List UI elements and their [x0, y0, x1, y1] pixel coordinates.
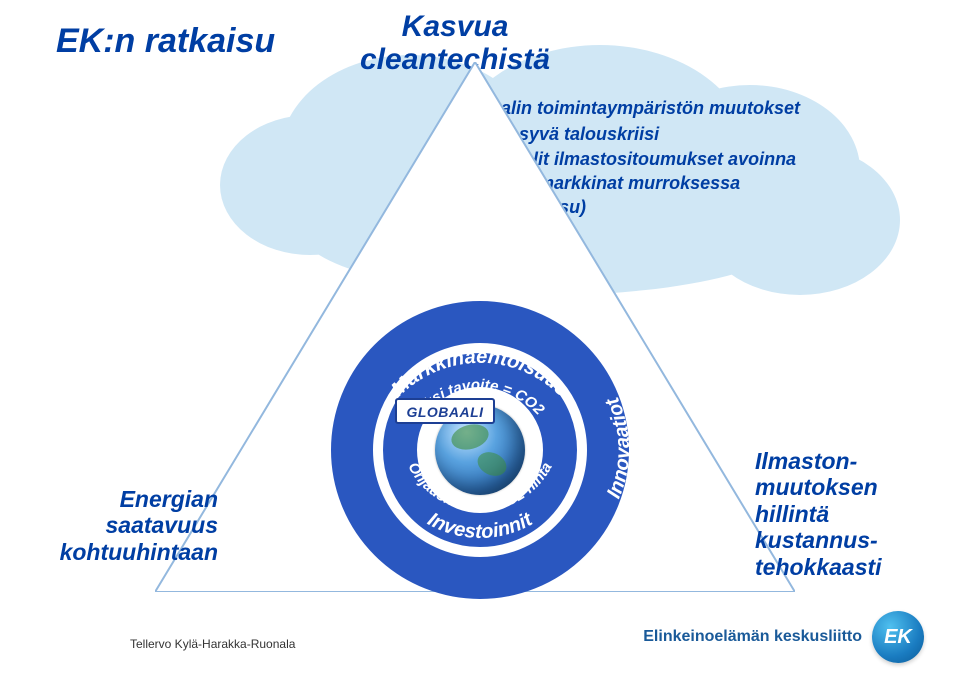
corner-label-right: Ilmaston- muutoksen hillintä kustannus- …: [755, 448, 955, 580]
footer-author: Tellervo Kylä-Harakka-Ruonala: [130, 637, 295, 651]
footer-logo: Elinkeinoelämän keskusliitto EK: [643, 611, 924, 663]
subtitle-line1: Kasvua: [402, 10, 509, 43]
center-pill: GLOBAALI: [395, 398, 495, 424]
slide: EK:n ratkaisu Kasvua cleantechistä Globa…: [0, 0, 960, 681]
page-title: EK:n ratkaisu: [56, 22, 275, 61]
center-circle-group: Markkinaehtoisuus Investoinnit Ennakoita…: [300, 270, 660, 600]
corner-label-left: Energian saatavuus kohtuuhintaan: [18, 486, 218, 565]
ek-logo-icon: EK: [872, 611, 924, 663]
footer-org-name: Elinkeinoelämän keskusliitto: [643, 628, 862, 646]
